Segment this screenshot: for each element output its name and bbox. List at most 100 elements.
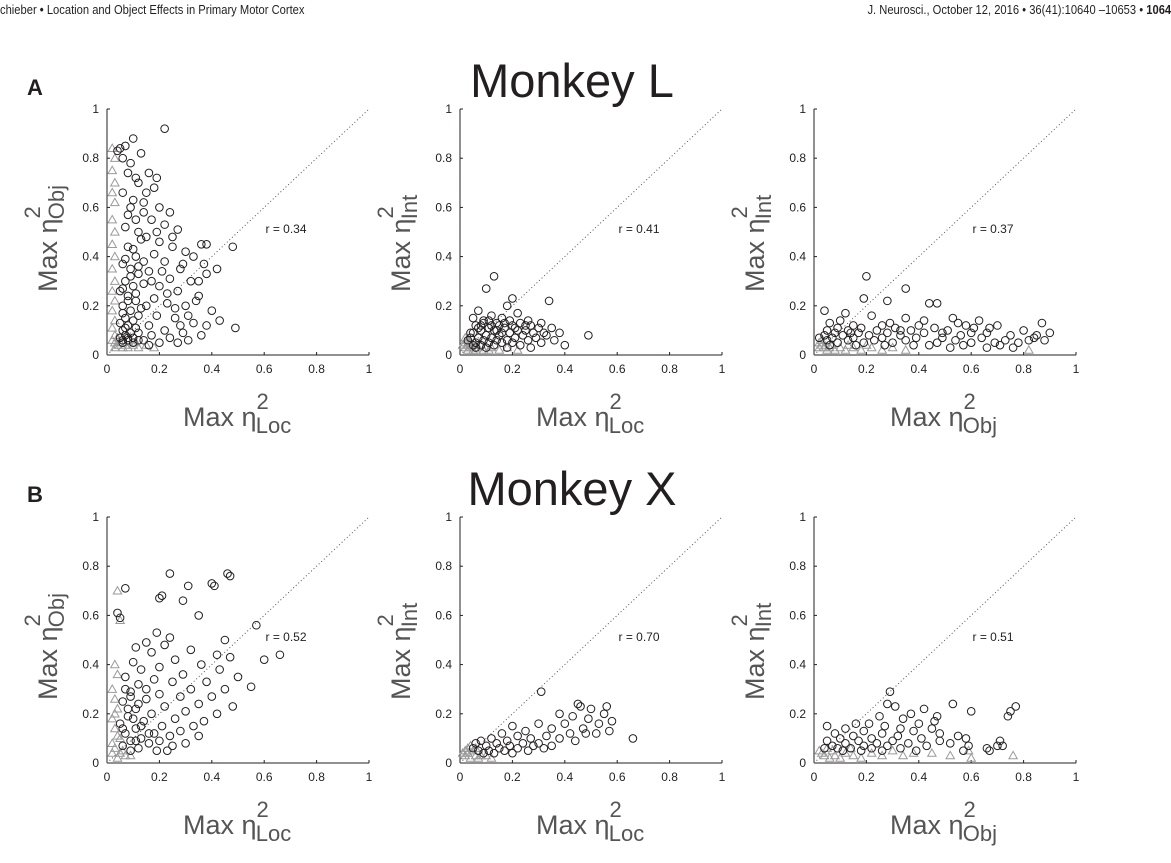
data-point-circle	[178, 596, 188, 605]
data-point-triangle	[848, 750, 859, 760]
data-point-circle	[134, 311, 143, 320]
data-point-circle	[1024, 335, 1034, 345]
data-point-circle	[123, 242, 133, 252]
data-point-circle	[560, 719, 570, 728]
data-point-circle	[183, 311, 193, 320]
data-point-circle	[115, 144, 125, 153]
data-point-circle	[877, 746, 887, 756]
data-point-circle	[113, 608, 122, 618]
data-point-circle	[515, 340, 525, 350]
data-point-circle	[123, 291, 133, 301]
header-citation: J. Neurosci., October 12, 2016 • 36(41):…	[867, 2, 1144, 17]
chart-a3-scatter-plot: 0 0.2 0.4 0.6 0.8 1 0 0.2 0.4 0.6 0.8 1 r = 0.37 Max …	[727, 102, 1080, 438]
x-tick-label: 0.6	[963, 770, 980, 784]
x-tick-label: 0.4	[556, 362, 573, 376]
data-point-circle	[521, 326, 530, 335]
y-tick-label: 0	[799, 756, 806, 770]
data-point-triangle	[133, 342, 144, 352]
data-point-circle	[820, 743, 829, 753]
data-point-circle	[189, 318, 198, 328]
data-point-circle	[210, 581, 219, 591]
data-point-circle	[215, 316, 224, 325]
data-point-circle	[471, 343, 481, 352]
data-point-circle	[505, 316, 515, 325]
data-point-triangle	[856, 752, 867, 762]
data-point-circle	[181, 707, 190, 716]
data-point-circle	[513, 731, 522, 741]
data-point-circle	[974, 316, 984, 325]
data-point-circle	[581, 729, 591, 738]
data-point-circle	[969, 323, 979, 333]
data-point-circle	[126, 692, 135, 701]
data-point-circle	[919, 316, 929, 325]
data-point-triangle	[109, 152, 120, 162]
data-point-triangle	[877, 344, 888, 354]
data-point-triangle	[109, 708, 120, 718]
data-point-circle	[152, 746, 162, 756]
data-point-triangle	[845, 743, 856, 752]
data-point-circle	[890, 702, 900, 711]
data-point-circle	[584, 331, 593, 340]
data-point-circle	[199, 716, 209, 726]
data-point-circle	[966, 338, 976, 348]
data-point-circle	[131, 173, 141, 183]
x-tick-label: 0	[457, 770, 464, 784]
y-tick-label: 0	[92, 756, 99, 770]
data-point-circle	[157, 267, 167, 276]
data-point-circle	[476, 321, 486, 330]
data-point-circle	[194, 291, 203, 301]
data-point-circle	[128, 714, 138, 724]
data-point-triangle	[128, 339, 139, 349]
data-point-triangle	[478, 344, 489, 354]
data-point-circle	[197, 331, 206, 340]
data-point-triangle	[115, 615, 126, 624]
x-tick-label: 0.6	[609, 362, 626, 376]
data-point-circle	[849, 731, 858, 741]
data-point-circle	[959, 746, 968, 756]
data-point-circle	[843, 335, 853, 345]
data-point-triangle	[107, 263, 118, 273]
data-point-circle	[139, 257, 148, 266]
y-tick-label: 0.6	[82, 608, 99, 622]
data-point-circle	[599, 709, 609, 719]
data-point-circle	[867, 734, 876, 743]
data-point-circle	[181, 301, 190, 311]
data-point-circle	[168, 677, 177, 687]
y-tick-label: 0.8	[82, 151, 99, 165]
data-point-circle	[134, 699, 143, 709]
data-point-circle	[170, 313, 180, 323]
data-point-circle	[833, 338, 842, 348]
chart-a1-scatter-plot: 0 0.2 0.4 0.6 0.8 1 0 0.2 0.4 0.6 0.8 1 r = 0.34 Max …	[20, 102, 373, 438]
data-point-triangle	[473, 752, 484, 762]
y-tick-label: 0.8	[435, 559, 452, 573]
data-point-circle	[872, 739, 882, 748]
data-point-circle	[155, 338, 164, 348]
data-point-circle	[909, 726, 918, 736]
data-point-triangle	[819, 750, 830, 760]
data-point-triangle	[816, 335, 827, 344]
x-tick-label: 0.2	[504, 770, 521, 784]
scatter-plot-grid: 0 0.2 0.4 0.6 0.8 1 0 0.2 0.4 0.6 0.8 1 r = 0.34 Max …	[20, 102, 1080, 846]
data-point-circle	[165, 569, 175, 578]
y-tick-label: 0.6	[789, 608, 806, 622]
data-point-circle	[118, 338, 128, 348]
x-tick-label: 1	[719, 362, 726, 376]
x-tick-label: 0.8	[1015, 362, 1032, 376]
y-tick-label: 0.4	[435, 658, 452, 672]
data-point-circle	[518, 331, 528, 340]
data-point-circle	[121, 313, 130, 323]
y-tick-label: 1	[445, 102, 452, 116]
data-point-circle	[896, 331, 905, 340]
running-header-left: chieber • Location and Object Effects in…	[0, 2, 304, 17]
data-point-circle	[115, 286, 125, 296]
data-point-circle	[605, 726, 614, 736]
data-point-circle	[136, 235, 146, 244]
data-point-circle	[825, 340, 835, 350]
data-point-circle	[838, 746, 848, 756]
x-axis-label: Max η2 Loc	[536, 389, 644, 438]
data-point-circle	[555, 328, 564, 338]
data-point-triangle	[462, 743, 473, 752]
data-point-circle	[118, 188, 128, 197]
data-point-triangle	[107, 239, 118, 248]
data-point-circle	[202, 677, 211, 687]
